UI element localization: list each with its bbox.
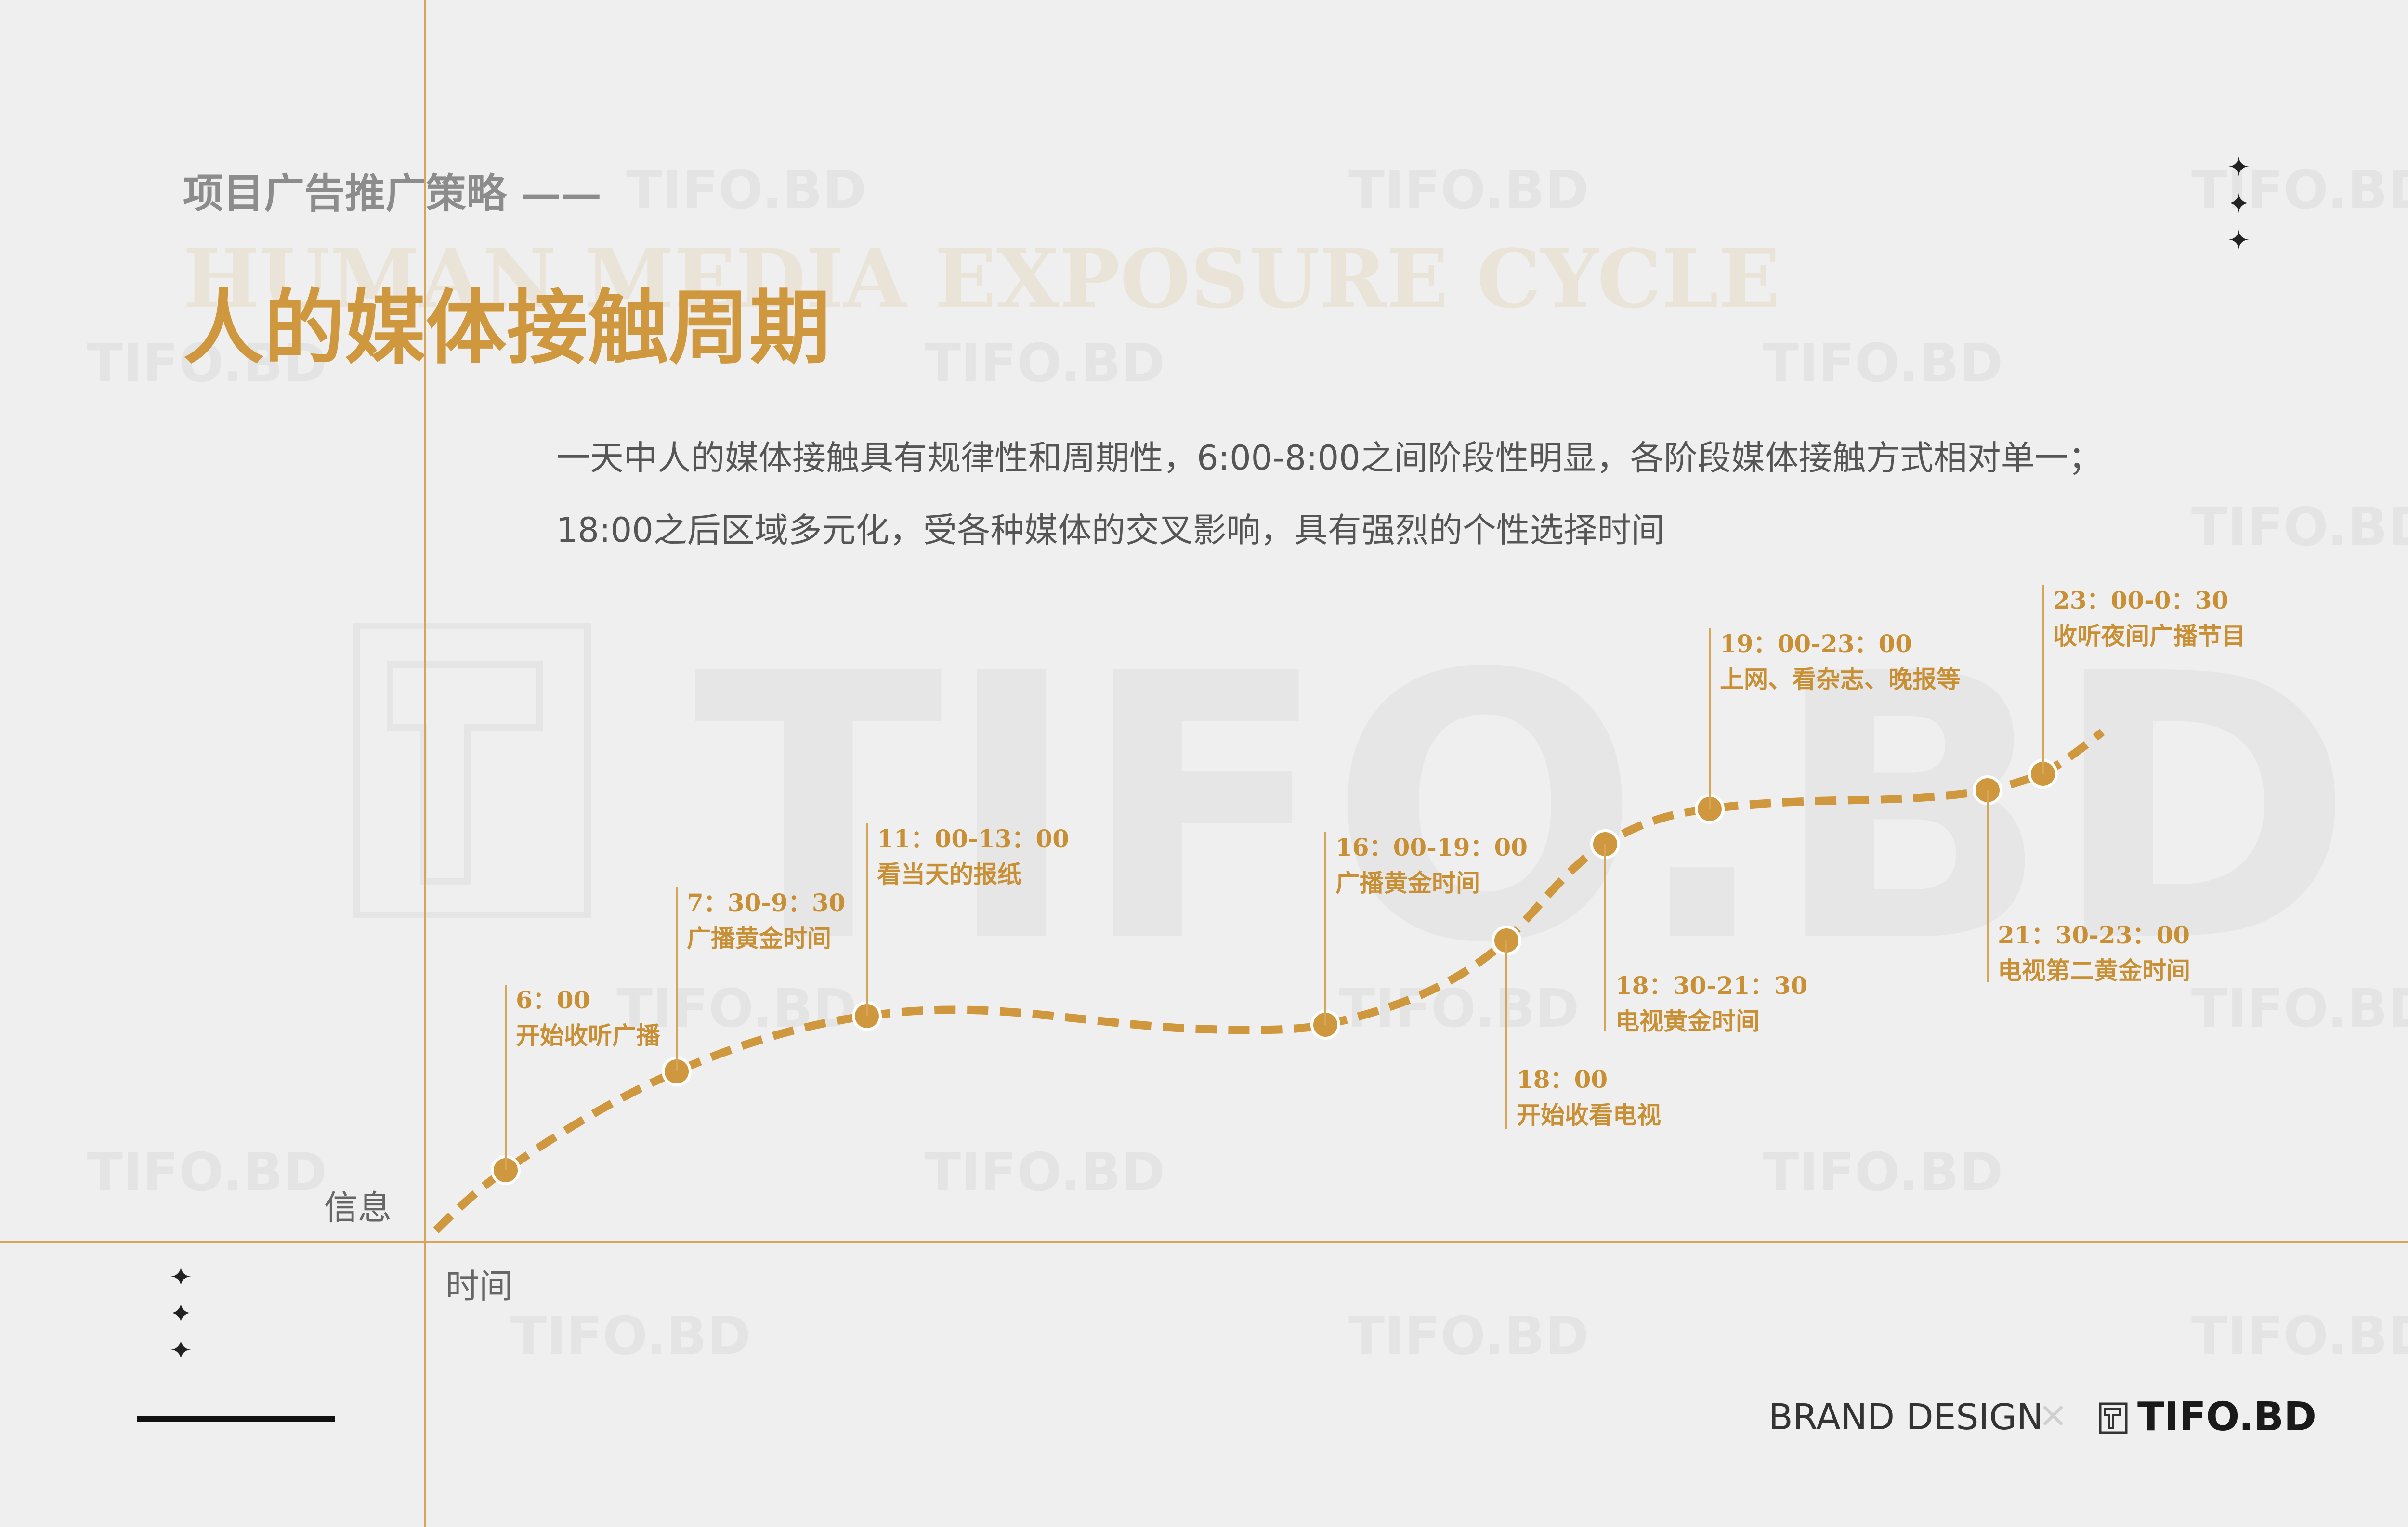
event-leader-line — [2042, 585, 2044, 774]
watermark: TIFO.BD — [2191, 1305, 2408, 1367]
event-desc: 电视第二黄金时间 — [1998, 956, 2190, 985]
logo-icon — [2099, 1402, 2128, 1434]
event-leader-line — [866, 823, 868, 1016]
event-desc: 上网、看杂志、晚报等 — [1720, 665, 1961, 693]
event-label: 6：00 开始收听广播 — [516, 982, 660, 1054]
brand-design-text: BRAND DESIGN — [1768, 1396, 2043, 1438]
stars-decoration-bottom: ✦ ✦ ✦ — [170, 1259, 192, 1369]
watermark: TIFO.BD — [2191, 496, 2408, 558]
section-subtitle: 项目广告推广策略 —— — [183, 170, 602, 217]
watermark: TIFO.BD — [1339, 978, 1579, 1039]
event-leader-line — [676, 887, 678, 1071]
watermark: TIFO.BD — [1763, 332, 2003, 394]
event-desc: 收听夜间广播节目 — [2053, 622, 2246, 650]
event-time: 18：00 — [1517, 1065, 1608, 1094]
event-leader-line — [1987, 790, 1989, 982]
event-time: 6：00 — [516, 986, 590, 1014]
watermark: TIFO.BD — [510, 1305, 751, 1367]
sparkle-icon: ✦ — [170, 1335, 192, 1366]
event-time: 16：00-19：00 — [1335, 833, 1528, 861]
watermark: TIFO.BD — [87, 1141, 327, 1203]
x-axis-label: 时间 — [445, 1266, 513, 1306]
description-line-1: 一天中人的媒体接触具有规律性和周期性，6:00-8:00之间阶段性明显，各阶段媒… — [556, 438, 2102, 478]
event-leader-line — [1505, 940, 1507, 1129]
watermark-logo-icon — [353, 623, 591, 918]
watermark: TIFO.BD — [925, 1141, 1165, 1203]
event-desc: 看当天的报纸 — [877, 860, 1021, 888]
brand-logo-text: TIFO.BD — [2137, 1394, 2317, 1440]
sparkle-icon: ✦ — [170, 1262, 192, 1293]
watermark: TIFO.BD — [1763, 1141, 2003, 1203]
event-time: 18：30-21：30 — [1615, 971, 1808, 1000]
sparkle-icon: ✦ — [2227, 188, 2250, 220]
event-label: 19：00-23：00 上网、看杂志、晚报等 — [1720, 626, 1961, 697]
horizontal-axis-line — [0, 1241, 2408, 1243]
event-label: 11：00-13：00 看当天的报纸 — [877, 821, 1069, 892]
event-desc: 电视黄金时间 — [1615, 1007, 1760, 1035]
event-time: 11：00-13：00 — [877, 824, 1070, 853]
watermark: TIFO.BD — [1348, 159, 1589, 221]
watermark: TIFO.BD — [2191, 978, 2408, 1039]
event-label: 21：30-23：00 电视第二黄金时间 — [1998, 917, 2190, 989]
event-time: 21：30-23：00 — [1998, 921, 2190, 949]
brand-separator: × — [2038, 1394, 2068, 1436]
event-label: 23：00-0：30 收听夜间广播节目 — [2053, 583, 2246, 654]
event-leader-line — [505, 985, 507, 1170]
footer-bar — [137, 1416, 335, 1422]
event-desc: 广播黄金时间 — [687, 924, 831, 953]
sparkle-icon: ✦ — [170, 1298, 192, 1330]
watermark: TIFO.BD — [626, 159, 866, 221]
sparkle-icon: ✦ — [2227, 225, 2250, 256]
event-label: 18：30-21：30 电视黄金时间 — [1615, 968, 1807, 1039]
event-desc: 广播黄金时间 — [1335, 869, 1480, 897]
watermark: TIFO.BD — [2191, 159, 2408, 221]
page-title: 人的媒体接触周期 — [183, 280, 830, 375]
watermark: TIFO.BD — [925, 332, 1165, 394]
event-leader-line — [1324, 832, 1326, 1025]
event-leader-line — [1709, 628, 1711, 809]
event-leader-line — [1604, 844, 1606, 1031]
description-line-2: 18:00之后区域多元化，受各种媒体的交叉影响，具有强烈的个性选择时间 — [556, 510, 1665, 550]
watermark: TIFO.BD — [87, 332, 327, 394]
y-axis-label: 信息 — [324, 1188, 392, 1227]
event-time: 23：00-0：30 — [2053, 586, 2229, 614]
event-label: 16：00-19：00 广播黄金时间 — [1335, 830, 1528, 901]
event-desc: 开始收听广播 — [516, 1021, 660, 1050]
event-label: 18：00 开始收看电视 — [1517, 1062, 1661, 1133]
sparkle-icon: ✦ — [2227, 152, 2250, 183]
event-desc: 开始收看电视 — [1517, 1101, 1661, 1129]
vertical-axis-line — [424, 0, 426, 1527]
stars-decoration-top: ✦ ✦ ✦ — [2227, 149, 2250, 259]
event-label: 7：30-9：30 广播黄金时间 — [687, 885, 846, 956]
ghost-english-title: HUMAN MEDIA EXPOSURE CYCLE — [183, 231, 1780, 326]
watermark: TIFO.BD — [1348, 1305, 1589, 1367]
event-time: 7：30-9：30 — [687, 888, 846, 917]
event-time: 19：00-23：00 — [1720, 629, 1912, 658]
curve-path — [432, 729, 2105, 1234]
